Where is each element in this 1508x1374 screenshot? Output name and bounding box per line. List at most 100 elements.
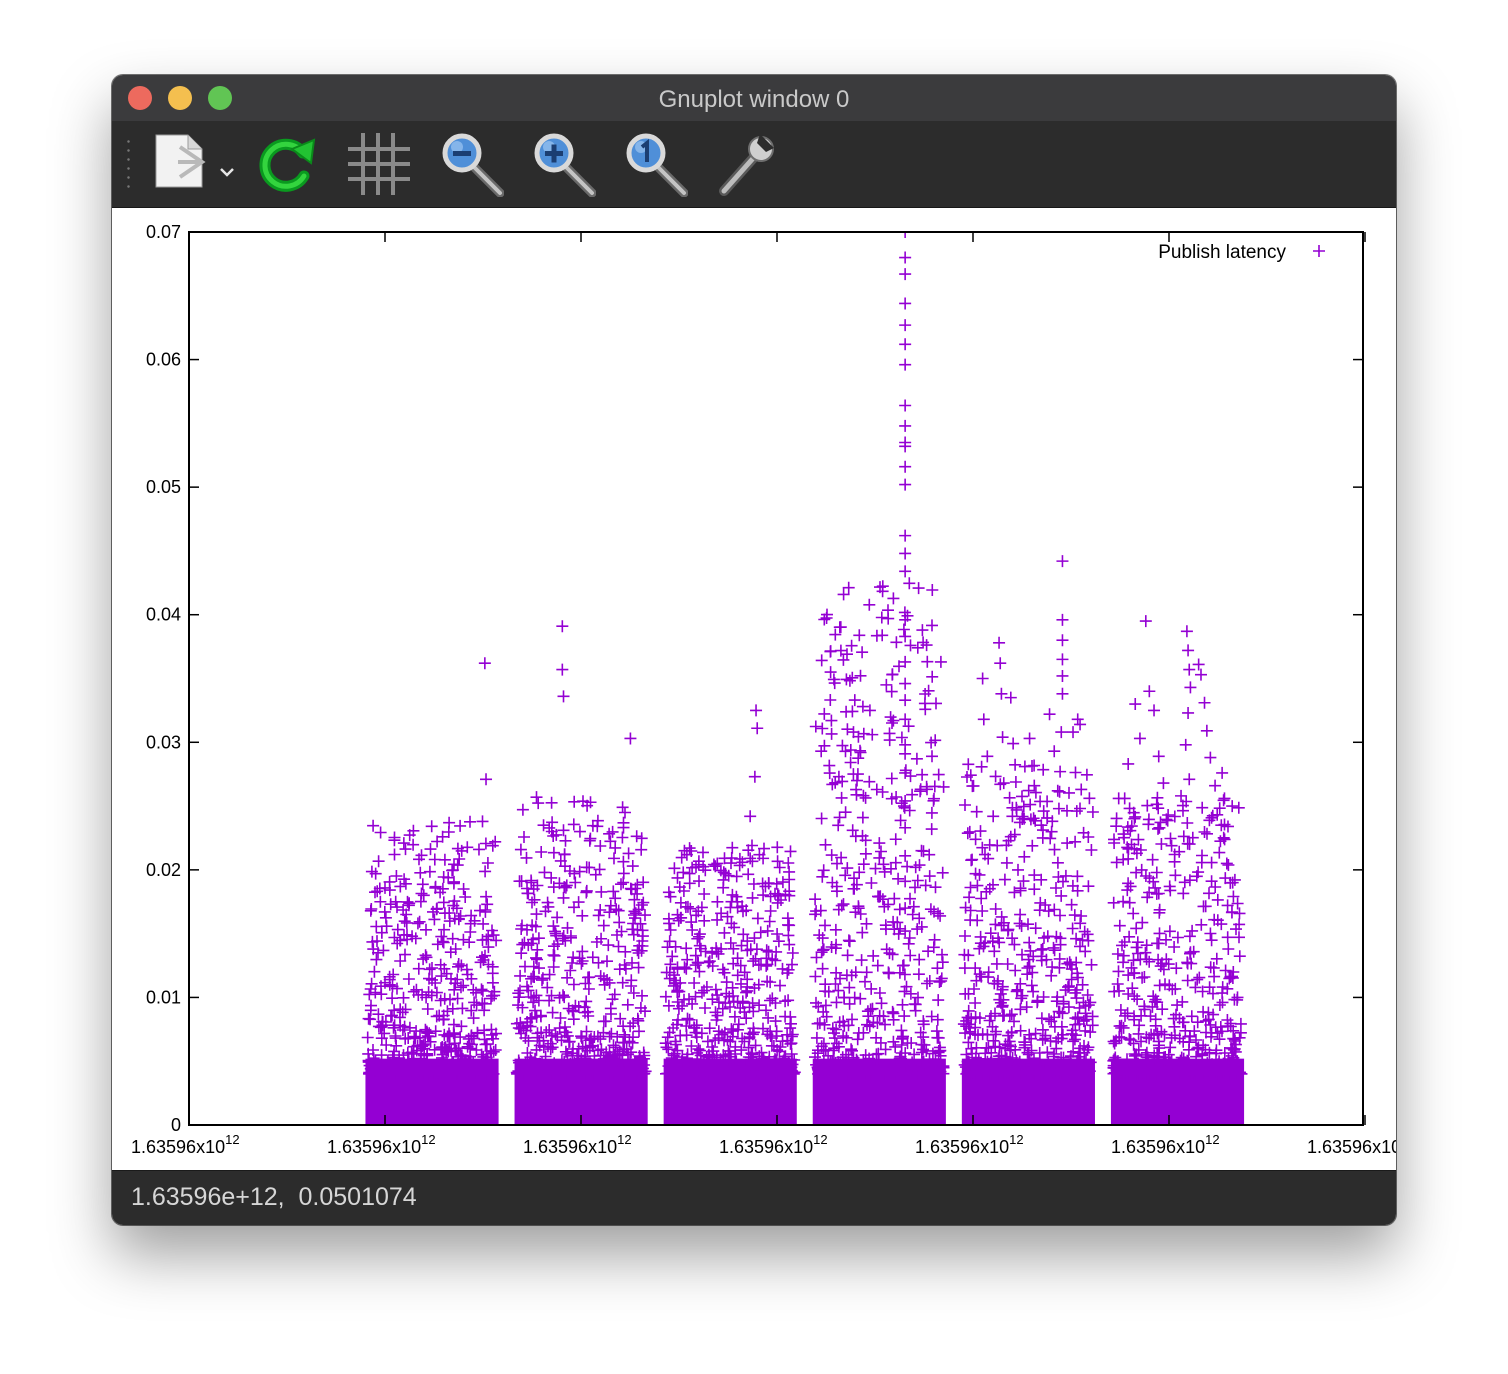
outlier-point — [997, 777, 1010, 790]
outlier-point — [856, 811, 869, 824]
plot-border — [188, 231, 1364, 1126]
scatter-points — [510, 795, 652, 1080]
outlier-point — [899, 399, 912, 412]
outlier-point — [969, 867, 982, 880]
outlier-point — [899, 713, 912, 726]
outlier-point — [400, 908, 413, 921]
scatter-points — [361, 815, 503, 1080]
outlier-point — [1175, 789, 1188, 802]
outlier-point — [978, 848, 991, 861]
settings-button[interactable] — [716, 131, 780, 197]
x-tick-label: 1.63596x1012 — [327, 1132, 436, 1157]
toolbar-grip[interactable] — [127, 137, 130, 189]
outlier-point — [1183, 663, 1196, 676]
outlier-point — [678, 844, 691, 857]
outlier-point — [835, 899, 848, 912]
outlier-point — [711, 857, 724, 870]
plot-area[interactable]: 0 0.01 0.02 0.03 0.04 0.05 0.06 0.07 1.63596x10… — [112, 208, 1396, 1170]
outlier-point — [537, 819, 550, 832]
outlier-point — [746, 891, 759, 904]
outlier-point — [899, 925, 912, 938]
legend-entry: Publish latency — [1158, 242, 1286, 263]
outlier-point — [369, 867, 382, 880]
outlier-point — [1192, 658, 1205, 671]
scatter-points — [1107, 791, 1248, 1080]
outlier-point — [438, 907, 451, 920]
y-tick-label: 0.05 — [146, 477, 181, 497]
outlier-point — [889, 833, 902, 846]
x-tick-label: 1.63596x1012 — [1111, 1132, 1220, 1157]
close-window-button[interactable] — [128, 86, 152, 110]
outlier-point — [899, 875, 912, 888]
outlier-point — [595, 932, 608, 945]
outlier-point — [748, 770, 761, 783]
outlier-point — [1204, 751, 1217, 764]
y-tick-label: 0.04 — [146, 605, 181, 625]
outlier-point — [1194, 668, 1207, 681]
outlier-point — [374, 895, 387, 908]
outlier-point — [899, 677, 912, 690]
outlier-point — [1056, 613, 1069, 626]
outlier-point — [751, 722, 764, 735]
outlier-point — [557, 824, 570, 837]
export-button[interactable] — [152, 131, 240, 197]
outlier-point — [725, 917, 738, 930]
outlier-point — [1184, 681, 1197, 694]
outlier-point — [1061, 837, 1074, 850]
outlier-point — [764, 976, 777, 989]
outlier-point — [873, 837, 886, 850]
title-bar: Gnuplot window 0 — [112, 75, 1396, 122]
zoom-window-button[interactable] — [208, 86, 232, 110]
outlier-point — [394, 880, 407, 893]
outlier-point — [899, 849, 912, 862]
y-tick-label: 0.02 — [146, 860, 181, 880]
outlier-point — [717, 881, 730, 894]
outlier-point — [981, 750, 994, 763]
x-tick-label: 1.63596x1012 — [719, 1132, 828, 1157]
zoom-out-button[interactable] — [440, 131, 504, 197]
outlier-point — [759, 880, 772, 893]
y-tick-label: 0.03 — [146, 732, 181, 752]
minimize-window-button[interactable] — [168, 86, 192, 110]
outlier-point — [816, 944, 829, 957]
outlier-point — [1157, 777, 1170, 790]
point-cluster — [361, 815, 503, 1125]
outlier-point — [880, 678, 893, 691]
grid-button[interactable] — [346, 131, 410, 197]
legend-plus-marker — [1313, 245, 1325, 257]
zoom-reset-icon — [626, 133, 688, 197]
point-cluster — [1107, 791, 1248, 1125]
y-axis: 0 0.01 0.02 0.03 0.04 0.05 0.06 0.07 — [146, 222, 1363, 1135]
outlier-point — [576, 909, 589, 922]
outlier-point — [1122, 757, 1135, 770]
toolbar — [112, 121, 1396, 208]
replot-button[interactable] — [254, 131, 318, 197]
outlier-point — [1118, 792, 1131, 805]
outlier-point — [1007, 737, 1020, 750]
outlier-point — [1209, 779, 1222, 792]
outlier-point — [897, 800, 910, 813]
outlier-point — [1055, 726, 1068, 739]
export-icon — [155, 134, 234, 188]
outlier-point — [1075, 783, 1088, 796]
outlier-point — [899, 419, 912, 432]
outlier-point — [899, 794, 912, 807]
grid-icon — [348, 133, 410, 195]
outlier-point — [847, 726, 860, 739]
outlier-point — [744, 852, 757, 865]
zoom-out-icon — [442, 133, 504, 197]
window-title: Gnuplot window 0 — [658, 86, 850, 113]
outlier-point — [750, 704, 763, 717]
outlier-point — [987, 810, 1000, 823]
y-tick-label: 0.01 — [146, 987, 181, 1007]
outlier-point — [1056, 634, 1069, 647]
outlier-point — [584, 796, 597, 809]
outlier-point — [899, 766, 912, 779]
outlier-point — [899, 821, 912, 834]
outlier-point — [557, 891, 570, 904]
outlier-point — [1010, 803, 1023, 816]
outlier-point — [899, 440, 912, 453]
zoom-reset-button[interactable] — [624, 131, 688, 197]
outlier-point — [397, 837, 410, 850]
zoom-in-button[interactable] — [532, 131, 596, 197]
